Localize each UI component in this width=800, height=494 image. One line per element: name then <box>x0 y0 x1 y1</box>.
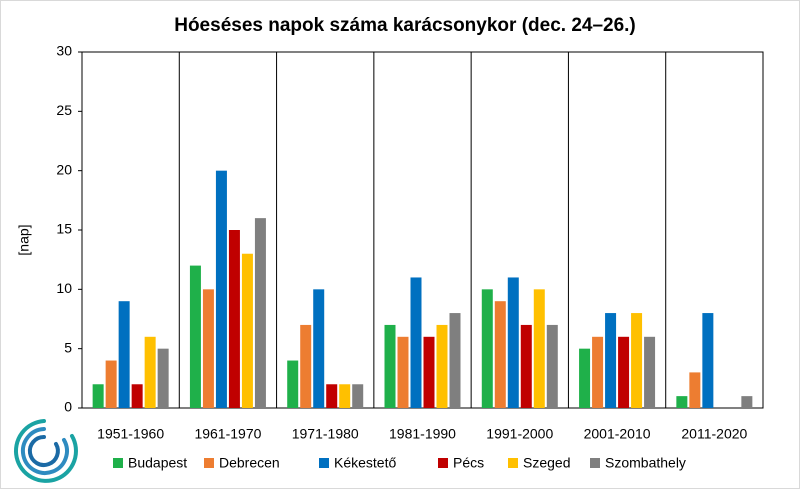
legend-label: Debrecen <box>219 455 280 471</box>
x-tick-label: 2001-2010 <box>584 426 651 442</box>
bar <box>313 289 325 408</box>
legend-swatch <box>508 458 518 468</box>
bar <box>533 289 545 408</box>
bar <box>215 170 227 408</box>
bar <box>384 324 396 408</box>
bar <box>436 324 448 408</box>
legend-swatch <box>319 458 329 468</box>
bar <box>105 360 117 408</box>
y-tick-label: 15 <box>56 221 72 237</box>
logo <box>13 419 78 483</box>
bar <box>352 384 364 408</box>
bar <box>631 313 643 408</box>
y-tick-label: 0 <box>64 399 72 415</box>
chart-title: Hóeséses napok száma karácsonykor (dec. … <box>174 15 636 36</box>
bar <box>423 336 435 408</box>
bar <box>579 348 591 408</box>
bar <box>254 218 266 408</box>
y-tick-label: 20 <box>56 161 72 177</box>
bar <box>189 265 201 408</box>
x-tick-label: 1991-2000 <box>486 426 553 442</box>
legend-label: Kékestető <box>334 455 396 471</box>
bar <box>202 289 214 408</box>
bar <box>494 301 506 408</box>
bar <box>618 336 630 408</box>
bar <box>397 336 409 408</box>
bar <box>546 324 558 408</box>
y-tick-label: 5 <box>64 339 72 355</box>
legend-label: Szeged <box>523 455 570 471</box>
bar <box>605 313 617 408</box>
bar <box>676 396 688 408</box>
x-tick-label: 1981-1990 <box>389 426 456 442</box>
bar <box>520 324 532 408</box>
bar <box>92 384 104 408</box>
bar <box>131 384 143 408</box>
legend-swatch <box>113 458 123 468</box>
bar <box>741 396 753 408</box>
y-tick-label: 30 <box>56 43 72 59</box>
bar <box>689 372 701 408</box>
bar <box>449 313 461 408</box>
bar <box>592 336 604 408</box>
legend-swatch <box>590 458 600 468</box>
bar <box>644 336 656 408</box>
bar <box>339 384 351 408</box>
bar <box>157 348 169 408</box>
x-tick-label: 1971-1980 <box>292 426 359 442</box>
legend-swatch <box>438 458 448 468</box>
bar <box>507 277 519 408</box>
plot-border <box>81 51 764 409</box>
bar <box>410 277 422 408</box>
legend-label: Pécs <box>453 455 484 471</box>
y-axis-label: [nap] <box>16 224 32 255</box>
bar <box>228 230 240 408</box>
bar <box>118 301 130 408</box>
x-tick-label: 1951-1960 <box>97 426 164 442</box>
legend-swatch <box>204 458 214 468</box>
bar <box>326 384 338 408</box>
x-tick-label: 1961-1970 <box>194 426 261 442</box>
bar <box>287 360 299 408</box>
bar <box>481 289 493 408</box>
bar <box>144 336 156 408</box>
y-tick-label: 25 <box>56 102 72 118</box>
bar <box>702 313 714 408</box>
bar <box>241 253 253 408</box>
legend-label: Szombathely <box>605 455 686 471</box>
x-tick-label: 2011-2020 <box>681 426 747 442</box>
y-tick-label: 10 <box>56 280 72 296</box>
legend-label: Budapest <box>128 455 187 471</box>
bar <box>300 324 312 408</box>
